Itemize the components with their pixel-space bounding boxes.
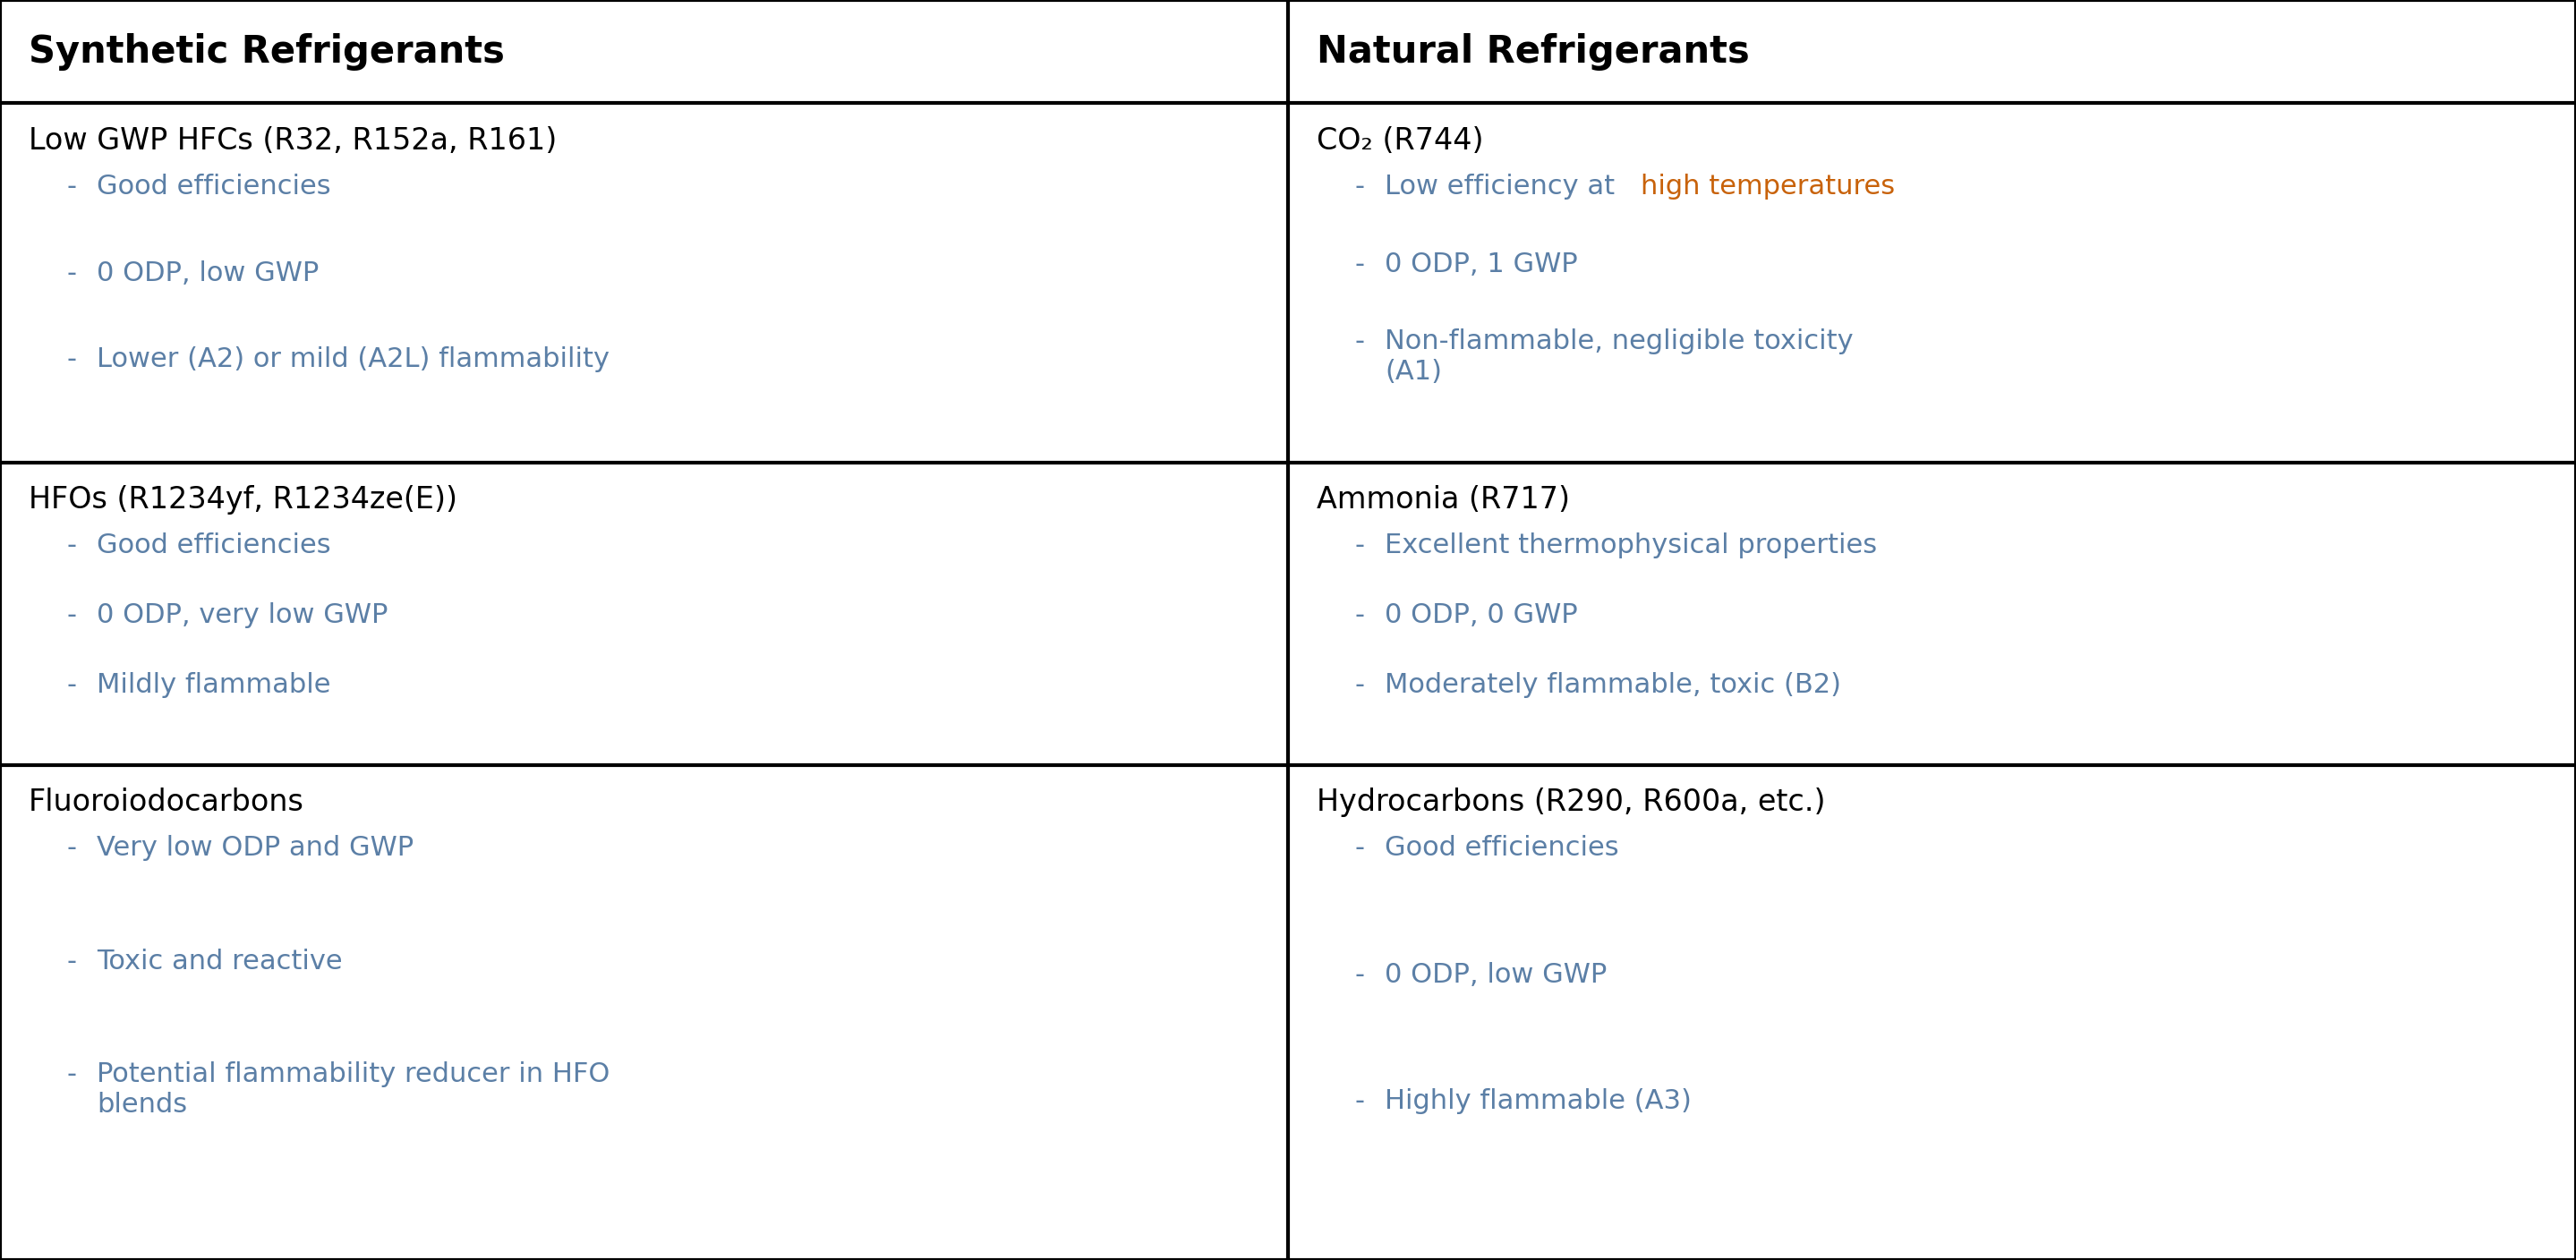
Text: 0 ODP, very low GWP: 0 ODP, very low GWP: [98, 602, 389, 629]
Text: Good efficiencies: Good efficiencies: [98, 533, 330, 558]
Text: -: -: [67, 261, 77, 286]
Text: Hydrocarbons (R290, R600a, etc.): Hydrocarbons (R290, R600a, etc.): [1316, 788, 1826, 816]
Text: -: -: [1355, 329, 1365, 354]
Text: 0 ODP, low GWP: 0 ODP, low GWP: [98, 261, 319, 286]
Text: CO₂ (R744): CO₂ (R744): [1316, 126, 1484, 155]
Text: Good efficiencies: Good efficiencies: [98, 174, 330, 199]
Text: 0 ODP, low GWP: 0 ODP, low GWP: [1386, 961, 1607, 988]
Text: Highly flammable (A3): Highly flammable (A3): [1386, 1089, 1692, 1114]
Text: Ammonia (R717): Ammonia (R717): [1316, 485, 1569, 514]
Text: Potential flammability reducer in HFO
blends: Potential flammability reducer in HFO bl…: [98, 1062, 611, 1118]
Text: Lower (A2) or mild (A2L) flammability: Lower (A2) or mild (A2L) flammability: [98, 347, 611, 373]
Text: -: -: [67, 602, 77, 629]
Text: -: -: [67, 673, 77, 698]
Text: Low GWP HFCs (R32, R152a, R161): Low GWP HFCs (R32, R152a, R161): [28, 126, 556, 155]
Text: Synthetic Refrigerants: Synthetic Refrigerants: [28, 33, 505, 71]
Text: Mildly flammable: Mildly flammable: [98, 673, 330, 698]
Text: -: -: [1355, 961, 1365, 988]
Text: Toxic and reactive: Toxic and reactive: [98, 949, 343, 974]
Text: Good efficiencies: Good efficiencies: [1386, 835, 1618, 861]
Text: 0 ODP, 0 GWP: 0 ODP, 0 GWP: [1386, 602, 1577, 629]
Text: Moderately flammable, toxic (B2): Moderately flammable, toxic (B2): [1386, 673, 1842, 698]
Text: -: -: [1355, 533, 1365, 558]
Text: Excellent thermophysical properties: Excellent thermophysical properties: [1386, 533, 1878, 558]
Text: high temperatures: high temperatures: [1641, 174, 1896, 199]
Text: -: -: [1355, 174, 1365, 199]
Text: HFOs (R1234yf, R1234ze(E)): HFOs (R1234yf, R1234ze(E)): [28, 485, 456, 514]
Text: -: -: [67, 949, 77, 974]
Text: -: -: [67, 1062, 77, 1087]
Text: -: -: [67, 174, 77, 199]
Text: -: -: [1355, 602, 1365, 629]
Text: -: -: [1355, 835, 1365, 861]
Text: -: -: [67, 347, 77, 373]
Text: Natural Refrigerants: Natural Refrigerants: [1316, 33, 1749, 71]
Text: Low efficiency at: Low efficiency at: [1386, 174, 1623, 199]
Text: 0 ODP, 1 GWP: 0 ODP, 1 GWP: [1386, 251, 1577, 277]
Text: -: -: [67, 835, 77, 861]
Text: -: -: [1355, 251, 1365, 277]
Text: -: -: [67, 533, 77, 558]
Text: Non-flammable, negligible toxicity
(A1): Non-flammable, negligible toxicity (A1): [1386, 329, 1852, 384]
Text: -: -: [1355, 1089, 1365, 1114]
Text: -: -: [1355, 673, 1365, 698]
Text: Fluoroiodocarbons: Fluoroiodocarbons: [28, 788, 304, 816]
Text: Very low ODP and GWP: Very low ODP and GWP: [98, 835, 415, 861]
